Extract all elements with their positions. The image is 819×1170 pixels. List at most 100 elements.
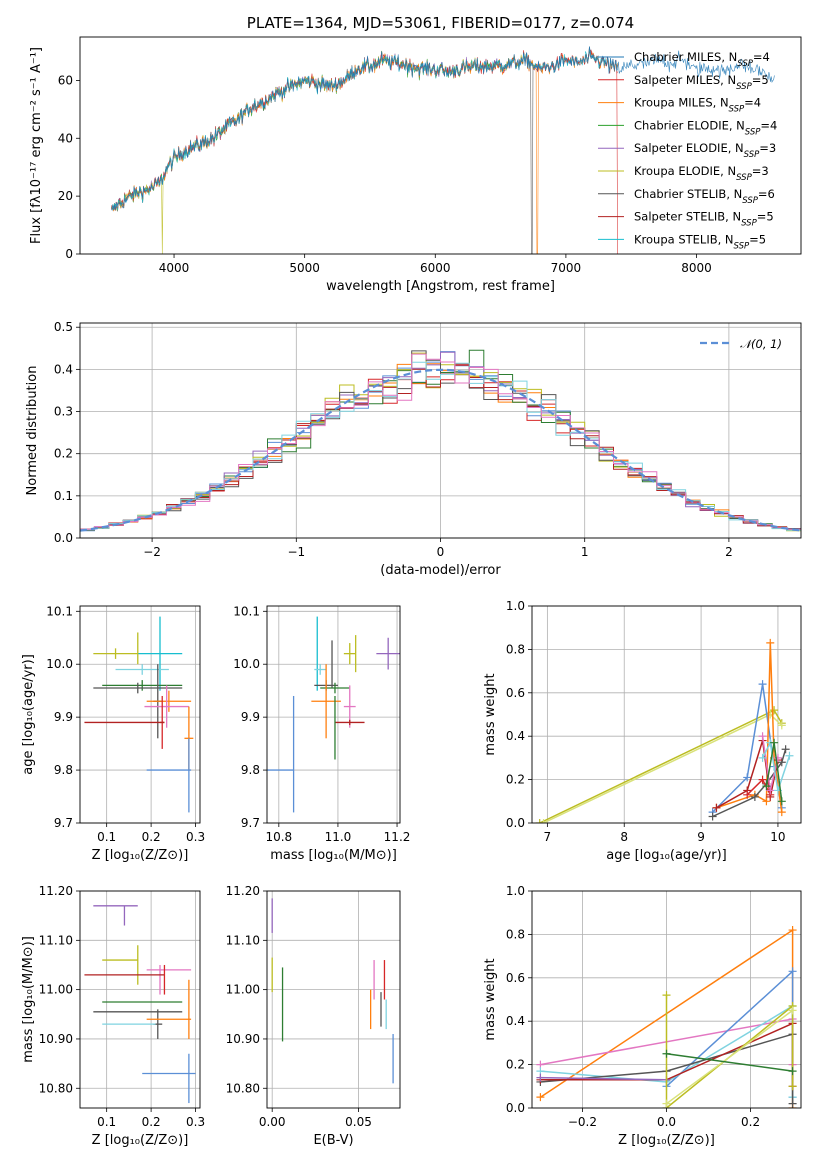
- y-tick-label: 0.0: [506, 1101, 525, 1115]
- weight-marker: [788, 1006, 797, 1015]
- mass-vs-EBV-frame: [266, 890, 401, 1109]
- x-tick-label: 1: [581, 545, 589, 559]
- y-axis-label: mass weight: [483, 958, 498, 1040]
- weight-vs-age-plot-area: [535, 638, 794, 823]
- x-axis-label: Z [log₁₀(Z/Z⊙)]: [92, 1133, 189, 1148]
- y-tick-label: 1.0: [506, 884, 525, 898]
- age-vs-Z-axes: 0.1 0.2 0.3 9.7 9.8 9.9 10.0 10.1 Z [log₁₀(Z/Z⊙)…: [21, 604, 205, 863]
- x-tick-label: −2: [143, 545, 161, 559]
- weight-marker: [762, 782, 771, 791]
- y-tick-label: 9.8: [241, 763, 260, 777]
- y-tick-label: 0.8: [506, 927, 525, 941]
- histogram-step: [80, 350, 801, 531]
- legend-entry: 𝒩(0, 1): [740, 337, 782, 351]
- weight-marker: [788, 1099, 797, 1108]
- legend-suffix: =3: [759, 141, 776, 155]
- legend-subscript: SSP: [736, 173, 752, 183]
- weight-line: [543, 713, 783, 823]
- x-tick-label: 10: [770, 830, 785, 844]
- mass-vs-Z-frame: [79, 890, 201, 1109]
- y-tick-label: 0.3: [54, 405, 73, 419]
- x-tick-label: −1: [287, 545, 305, 559]
- x-axis-label: age [log₁₀(age/yr)]: [606, 848, 727, 863]
- weight-marker: [766, 786, 775, 795]
- x-tick-label: 0.0: [657, 1115, 676, 1129]
- x-tick-label: 8000: [681, 261, 712, 275]
- residuals-frame: [79, 322, 802, 539]
- chart-title: PLATE=1364, MJD=53061, FIBERID=0177, z=0…: [247, 14, 634, 32]
- x-tick-label: 7: [544, 830, 552, 844]
- weight-marker: [788, 1082, 797, 1091]
- weight-line: [666, 1053, 793, 1072]
- legend-suffix: =3: [752, 164, 769, 178]
- mass-vs-EBV-plot-area: [271, 898, 394, 1084]
- x-axis-label: E(B-V): [313, 1133, 353, 1148]
- x-tick-label: 0.00: [259, 1115, 286, 1129]
- y-tick-label: 9.9: [241, 710, 260, 724]
- x-tick-label: 4000: [159, 261, 190, 275]
- spectrum-line: [111, 50, 538, 211]
- spectrum-frame: [79, 36, 802, 255]
- y-axis-label: mass [log₁₀(M/M⊙)]: [21, 936, 36, 1063]
- y-tick-label: 9.9: [54, 710, 73, 724]
- x-tick-label: 10.8: [265, 830, 292, 844]
- weight-marker: [758, 753, 767, 762]
- spectrum-plot-area: [111, 46, 775, 254]
- y-tick-label: 0.6: [506, 971, 525, 985]
- x-tick-label: 0.05: [345, 1115, 372, 1129]
- residuals-axes: −2 −1 0 1 2 0.0 0.1 0.2 0.3 0.4 0.5 (data-model)/er…: [25, 320, 801, 578]
- weight-marker: [536, 1073, 545, 1082]
- weight-marker: [777, 721, 786, 730]
- x-tick-label: 0.3: [186, 830, 205, 844]
- weight-marker: [750, 792, 759, 801]
- x-tick-label: 11.2: [384, 830, 411, 844]
- y-tick-label: 20: [58, 189, 73, 203]
- spectrum-line: [111, 46, 618, 254]
- x-tick-label: −0.2: [568, 1115, 597, 1129]
- y-tick-label: 11.20: [226, 884, 260, 898]
- y-tick-label: 0.2: [506, 1058, 525, 1072]
- weight-marker: [539, 819, 548, 823]
- y-tick-label: 0.6: [506, 686, 525, 700]
- legend-subscript: SSP: [734, 241, 750, 251]
- weight-marker: [708, 812, 717, 821]
- error-point: [144, 685, 189, 728]
- weight-line: [665, 969, 794, 1098]
- error-point: [334, 719, 365, 726]
- y-tick-label: 10.1: [46, 604, 73, 618]
- weight-marker: [758, 775, 767, 784]
- y-axis-label: Normed distribution: [25, 366, 40, 496]
- legend-subscript: SSP: [729, 105, 745, 115]
- error-point: [115, 664, 169, 675]
- y-tick-label: 0.8: [506, 642, 525, 656]
- mass-vs-Z-plot-area: [84, 905, 196, 1104]
- x-tick-label: 5000: [289, 261, 320, 275]
- y-tick-label: 60: [58, 73, 73, 87]
- y-tick-label: 0.2: [54, 447, 73, 461]
- weight-marker: [662, 1049, 671, 1058]
- weight-vs-Z-plot-area: [536, 926, 797, 1108]
- legend-suffix: =5: [749, 232, 766, 246]
- x-tick-label: 11.0: [325, 830, 352, 844]
- x-axis-label: wavelength [Angstrom, rest frame]: [326, 279, 555, 294]
- legend-suffix: =5: [752, 73, 769, 87]
- x-tick-label: 7000: [551, 261, 582, 275]
- weight-marker: [770, 738, 779, 747]
- y-tick-label: 0.0: [506, 816, 525, 830]
- error-point: [320, 682, 350, 694]
- weight-marker: [743, 773, 752, 782]
- weight-marker: [788, 926, 797, 935]
- legend-suffix: =4: [760, 118, 777, 132]
- x-tick-label: 0.3: [186, 1115, 205, 1129]
- error-point: [314, 664, 327, 675]
- error-point: [93, 682, 183, 694]
- weight-marker: [770, 706, 779, 715]
- x-tick-label: 6000: [420, 261, 451, 275]
- mass-vs-Z-axes: 0.1 0.2 0.3 10.80 10.90 11.00 11.10 11.20 Z [log…: [21, 884, 205, 1148]
- y-tick-label: 0.5: [54, 320, 73, 334]
- legend-entry: Chabrier STELIB, NSSP=6: [634, 187, 775, 206]
- x-tick-label: 9: [697, 830, 705, 844]
- legend-entry: Salpeter STELIB, NSSP=5: [634, 210, 774, 229]
- weight-marker: [712, 803, 721, 812]
